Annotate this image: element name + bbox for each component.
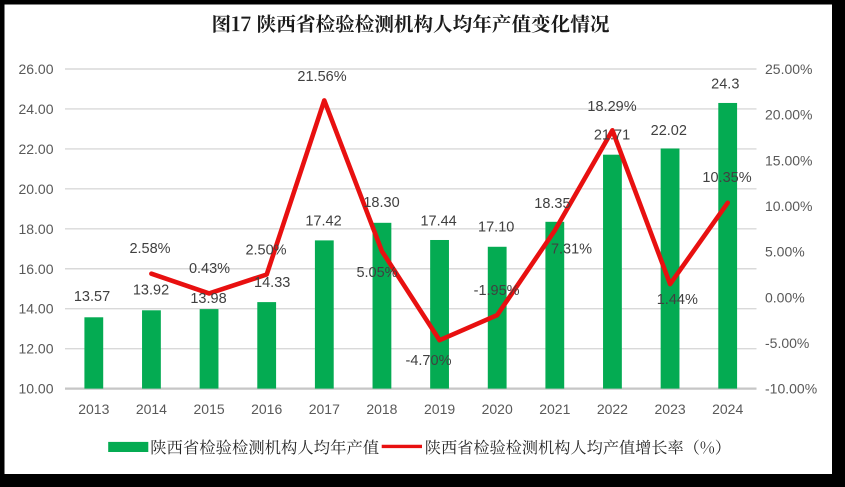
svg-text:2013: 2013 [78, 401, 109, 417]
svg-text:12.00: 12.00 [18, 341, 53, 357]
svg-text:-1.95%: -1.95% [474, 283, 520, 299]
svg-text:2023: 2023 [655, 401, 686, 417]
svg-text:2.50%: 2.50% [245, 243, 286, 259]
svg-text:10.35%: 10.35% [702, 170, 751, 186]
svg-text:16.00: 16.00 [18, 261, 53, 277]
svg-text:0.43%: 0.43% [189, 261, 230, 277]
svg-text:2022: 2022 [597, 401, 628, 417]
svg-text:18.29%: 18.29% [587, 99, 636, 115]
svg-text:2019: 2019 [424, 401, 455, 417]
svg-text:2016: 2016 [251, 401, 282, 417]
svg-text:26.00: 26.00 [18, 61, 53, 77]
svg-text:18.35: 18.35 [534, 196, 570, 212]
svg-text:17.44: 17.44 [420, 213, 456, 229]
svg-text:14.00: 14.00 [18, 301, 53, 317]
svg-text:22.02: 22.02 [651, 123, 687, 139]
svg-text:14.33: 14.33 [254, 275, 290, 291]
svg-text:24.00: 24.00 [18, 101, 53, 117]
svg-text:22.00: 22.00 [18, 141, 53, 157]
svg-text:21.56%: 21.56% [297, 69, 346, 85]
svg-text:21.71: 21.71 [594, 128, 630, 144]
svg-text:-4.70%: -4.70% [406, 353, 452, 369]
svg-text:10.00%: 10.00% [765, 198, 812, 214]
svg-text:13.57: 13.57 [74, 289, 110, 305]
svg-text:2.58%: 2.58% [129, 241, 170, 257]
svg-text:18.00: 18.00 [18, 221, 53, 237]
svg-text:17.42: 17.42 [305, 213, 341, 229]
svg-text:24.3: 24.3 [711, 77, 739, 93]
svg-text:2024: 2024 [712, 401, 743, 417]
svg-text:25.00%: 25.00% [765, 61, 812, 77]
svg-text:13.92: 13.92 [133, 282, 169, 298]
svg-text:18.30: 18.30 [363, 195, 399, 211]
svg-text:2018: 2018 [366, 401, 397, 417]
svg-text:1.44%: 1.44% [657, 292, 698, 308]
svg-text:2017: 2017 [309, 401, 340, 417]
svg-text:7.31%: 7.31% [551, 242, 592, 258]
svg-text:-5.00%: -5.00% [765, 335, 809, 351]
svg-text:0.00%: 0.00% [765, 289, 805, 305]
svg-text:20.00: 20.00 [18, 181, 53, 197]
svg-text:10.00: 10.00 [18, 381, 53, 397]
svg-text:20.00%: 20.00% [765, 107, 812, 123]
svg-text:2020: 2020 [482, 401, 513, 417]
svg-text:17.10: 17.10 [478, 219, 514, 235]
svg-text:2021: 2021 [539, 401, 570, 417]
svg-text:15.00%: 15.00% [765, 152, 812, 168]
svg-text:5.05%: 5.05% [356, 265, 397, 281]
svg-text:-10.00%: -10.00% [765, 381, 817, 397]
svg-text:13.98: 13.98 [190, 291, 226, 307]
svg-text:2014: 2014 [136, 401, 167, 417]
svg-text:5.00%: 5.00% [765, 244, 805, 260]
svg-text:2015: 2015 [194, 401, 225, 417]
